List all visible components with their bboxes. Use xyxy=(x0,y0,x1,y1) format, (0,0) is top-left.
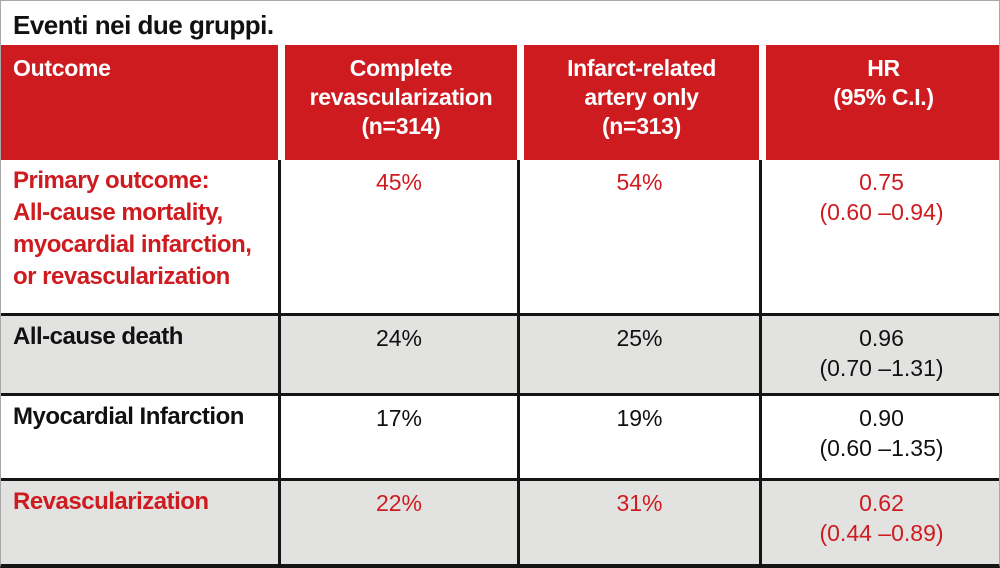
infarct-related-artery-value: 54% xyxy=(517,160,759,313)
header-hazard-ratio: HR (95% C.I.) xyxy=(759,45,999,160)
table-row-revascularization: Revascularization 22% 31% 0.62 (0.44 –0.… xyxy=(1,478,999,564)
row-label: Myocardial Infarction xyxy=(13,403,244,430)
table-header-row: Outcome Complete revascularization (n=31… xyxy=(1,45,999,160)
table-row-myocardial-infarction: Myocardial Infarction 17% 19% 0.90 (0.60… xyxy=(1,393,999,478)
row-label: Primary outcome: All-cause mortality, my… xyxy=(13,167,252,290)
header-infarct-related-artery-only: Infarct-related artery only (n=313) xyxy=(517,45,759,160)
header-outcome: Outcome xyxy=(1,45,278,160)
hazard-ratio-value: 0.96 (0.70 –1.31) xyxy=(759,316,999,393)
table-title: Eventi nei due gruppi. xyxy=(13,10,274,40)
complete-revascularization-value: 24% xyxy=(278,316,517,393)
row-label: Revascularization xyxy=(13,488,209,515)
infarct-related-artery-value: 19% xyxy=(517,396,759,478)
hazard-ratio-value: 0.90 (0.60 –1.35) xyxy=(759,396,999,478)
complete-revascularization-value: 22% xyxy=(278,481,517,564)
infarct-related-artery-value: 25% xyxy=(517,316,759,393)
header-complete-revascularization: Complete revascularization (n=314) xyxy=(278,45,517,160)
hazard-ratio-value: 0.62 (0.44 –0.89) xyxy=(759,481,999,564)
complete-revascularization-value: 17% xyxy=(278,396,517,478)
hazard-ratio-value: 0.75 (0.60 –0.94) xyxy=(759,160,999,313)
table-row-all-cause-death: All-cause death 24% 25% 0.96 (0.70 –1.31… xyxy=(1,313,999,393)
row-label: All-cause death xyxy=(13,323,183,350)
infarct-related-artery-value: 31% xyxy=(517,481,759,564)
complete-revascularization-value: 45% xyxy=(278,160,517,313)
table-row-primary-outcome: Primary outcome: All-cause mortality, my… xyxy=(1,160,999,313)
